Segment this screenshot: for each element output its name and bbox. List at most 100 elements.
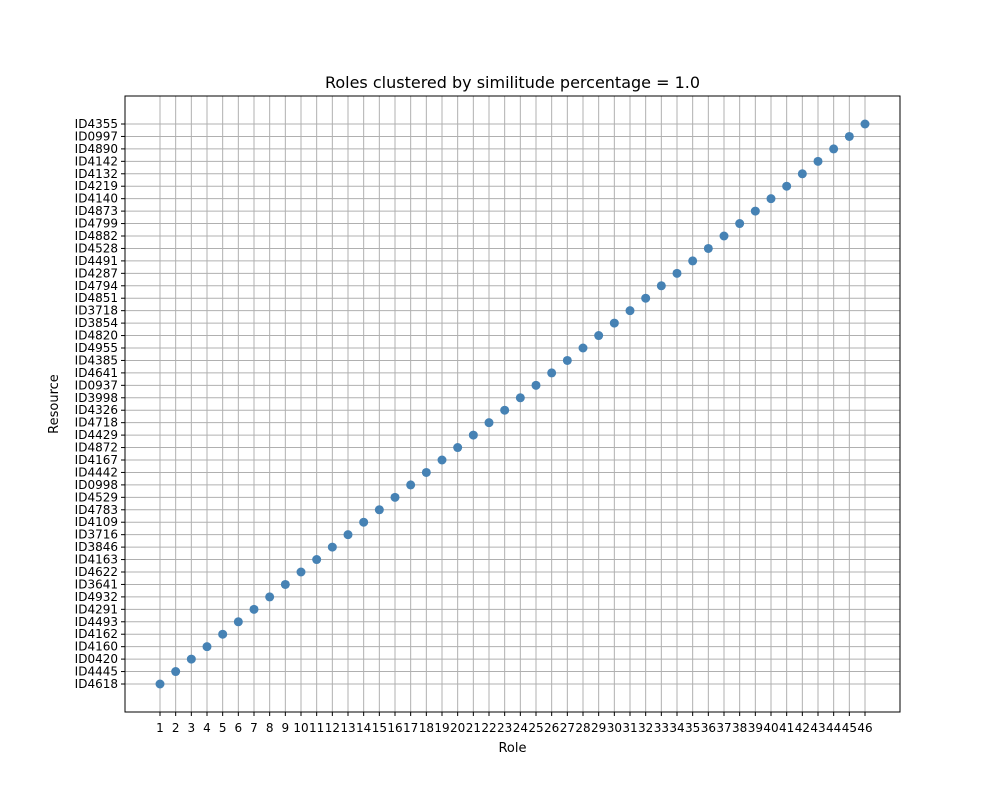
y-tick-label-ID4109: ID4109 — [75, 515, 118, 529]
data-point-41-ID4219 — [782, 181, 792, 191]
data-point-9-ID3641 — [280, 579, 290, 589]
data-point-17-ID0998 — [406, 480, 416, 490]
data-point-44-ID4890 — [829, 144, 839, 154]
x-tick-label-14: 14 — [356, 721, 371, 735]
y-tick-label-ID4618: ID4618 — [75, 677, 118, 691]
x-tick-label-12: 12 — [325, 721, 340, 735]
x-tick-label-36: 36 — [701, 721, 716, 735]
y-tick-label-ID4140: ID4140 — [75, 192, 118, 206]
x-tick-label-28: 28 — [575, 721, 590, 735]
x-tick-label-21: 21 — [466, 721, 481, 735]
y-tick-label-ID3718: ID3718 — [75, 304, 118, 318]
x-tick-label-11: 11 — [309, 721, 324, 735]
y-tick-label-ID0998: ID0998 — [75, 478, 118, 492]
y-tick-label-ID4794: ID4794 — [75, 279, 118, 293]
data-point-20-ID4872 — [453, 443, 463, 453]
y-tick-label-ID4493: ID4493 — [75, 615, 118, 629]
y-tick-label-ID4355: ID4355 — [75, 117, 118, 131]
data-point-37-ID4882 — [719, 231, 729, 241]
x-tick-label-16: 16 — [387, 721, 402, 735]
y-tick-label-ID4163: ID4163 — [75, 553, 118, 567]
x-axis-ticks: 1 2 3 4 5 6 7 8 9 10 11 12 13 14 15 16 17 18 19 20 21 22 23 24 2… — [156, 712, 873, 735]
data-point-12-ID3846 — [327, 542, 337, 552]
data-point-10-ID4622 — [296, 567, 306, 577]
data-point-33-ID4794 — [656, 281, 666, 291]
y-tick-label-ID4820: ID4820 — [75, 329, 118, 343]
data-point-11-ID4163 — [312, 555, 322, 565]
chart-title: Roles clustered by similitude percentage… — [325, 73, 700, 92]
y-tick-label-ID4132: ID4132 — [75, 167, 118, 181]
x-tick-label-43: 43 — [810, 721, 825, 735]
data-point-6-ID4493 — [233, 617, 243, 627]
data-point-40-ID4140 — [766, 194, 776, 204]
y-tick-label-ID4882: ID4882 — [75, 229, 118, 243]
x-tick-label-44: 44 — [826, 721, 841, 735]
y-tick-label-ID4385: ID4385 — [75, 353, 118, 367]
data-point-18-ID4442 — [421, 467, 431, 477]
y-tick-label-ID4167: ID4167 — [75, 453, 118, 467]
y-tick-label-ID4873: ID4873 — [75, 204, 118, 218]
y-tick-label-ID3716: ID3716 — [75, 528, 118, 542]
x-tick-label-46: 46 — [857, 721, 872, 735]
x-tick-label-1: 1 — [156, 721, 164, 735]
y-tick-label-ID3641: ID3641 — [75, 577, 118, 591]
y-tick-label-ID4890: ID4890 — [75, 142, 118, 156]
data-point-38-ID4799 — [735, 219, 745, 229]
x-tick-label-7: 7 — [250, 721, 258, 735]
y-tick-label-ID4932: ID4932 — [75, 590, 118, 604]
data-point-21-ID4429 — [468, 430, 478, 440]
x-tick-label-39: 39 — [748, 721, 763, 735]
y-tick-label-ID4162: ID4162 — [75, 627, 118, 641]
y-tick-label-ID4445: ID4445 — [75, 665, 118, 679]
data-point-16-ID4529 — [390, 492, 400, 502]
data-point-15-ID4783 — [374, 505, 384, 515]
y-axis-ticks: ID4618ID4445ID0420ID4160ID4162ID4493ID42… — [75, 117, 125, 691]
x-tick-label-40: 40 — [763, 721, 778, 735]
data-point-32-ID4851 — [641, 293, 651, 303]
data-point-28-ID4955 — [578, 343, 588, 353]
y-tick-label-ID4528: ID4528 — [75, 241, 118, 255]
x-tick-label-8: 8 — [266, 721, 274, 735]
x-tick-label-32: 32 — [638, 721, 653, 735]
data-point-29-ID4820 — [594, 331, 604, 341]
x-tick-label-19: 19 — [434, 721, 449, 735]
x-tick-label-26: 26 — [544, 721, 559, 735]
data-point-30-ID3854 — [609, 318, 619, 328]
x-tick-label-9: 9 — [282, 721, 290, 735]
data-point-13-ID3716 — [343, 530, 353, 540]
y-tick-label-ID4160: ID4160 — [75, 640, 118, 654]
x-tick-label-37: 37 — [716, 721, 731, 735]
y-tick-label-ID0937: ID0937 — [75, 378, 118, 392]
data-points — [155, 119, 870, 689]
y-tick-label-ID4429: ID4429 — [75, 428, 118, 442]
data-point-46-ID4355 — [860, 119, 870, 129]
y-tick-label-ID4718: ID4718 — [75, 416, 118, 430]
y-tick-label-ID4219: ID4219 — [75, 179, 118, 193]
x-tick-label-42: 42 — [795, 721, 810, 735]
x-tick-label-3: 3 — [188, 721, 196, 735]
x-tick-label-17: 17 — [403, 721, 418, 735]
x-tick-label-31: 31 — [622, 721, 637, 735]
x-tick-label-13: 13 — [340, 721, 355, 735]
x-tick-label-34: 34 — [669, 721, 684, 735]
y-tick-label-ID4851: ID4851 — [75, 291, 118, 305]
grid-lines — [125, 96, 900, 712]
y-tick-label-ID4491: ID4491 — [75, 254, 118, 268]
x-tick-label-5: 5 — [219, 721, 227, 735]
data-point-39-ID4873 — [750, 206, 760, 216]
y-tick-label-ID4955: ID4955 — [75, 341, 118, 355]
x-tick-label-4: 4 — [203, 721, 211, 735]
data-point-43-ID4142 — [813, 156, 823, 166]
x-tick-label-35: 35 — [685, 721, 700, 735]
data-point-14-ID4109 — [359, 517, 369, 527]
data-point-45-ID0997 — [844, 131, 854, 141]
x-tick-label-20: 20 — [450, 721, 465, 735]
x-tick-label-33: 33 — [654, 721, 669, 735]
x-tick-label-38: 38 — [732, 721, 747, 735]
x-tick-label-41: 41 — [779, 721, 794, 735]
y-tick-label-ID4142: ID4142 — [75, 154, 118, 168]
x-tick-label-18: 18 — [419, 721, 434, 735]
y-tick-label-ID4326: ID4326 — [75, 403, 118, 417]
data-point-34-ID4287 — [672, 268, 682, 278]
x-tick-label-25: 25 — [528, 721, 543, 735]
